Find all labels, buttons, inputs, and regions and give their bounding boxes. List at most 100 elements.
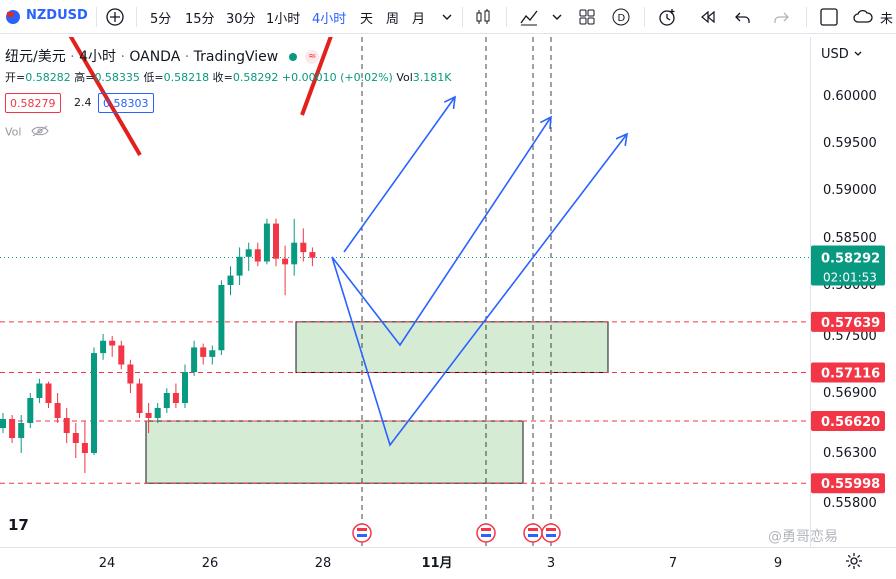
candle[interactable] <box>9 415 16 443</box>
interval-1h[interactable]: 1小时 <box>266 12 301 27</box>
candle[interactable] <box>0 413 6 433</box>
candle[interactable] <box>218 280 225 355</box>
candle[interactable] <box>36 378 43 403</box>
arrow-head-1 <box>443 95 456 110</box>
interval-1d[interactable]: 天 <box>360 12 374 27</box>
price-chart[interactable]: 17 <box>0 37 810 547</box>
sell-price-button[interactable]: 0.58279 <box>5 93 61 113</box>
save-label[interactable]: 未 <box>880 12 894 27</box>
indicators-icon[interactable] <box>518 6 540 28</box>
add-compare-icon[interactable] <box>104 6 126 28</box>
candle[interactable] <box>309 247 316 267</box>
candle-body <box>45 383 52 403</box>
candle-body <box>72 433 79 443</box>
buy-price-button[interactable]: 0.58303 <box>98 93 154 113</box>
candle[interactable] <box>154 403 161 423</box>
flag-stripe <box>546 534 556 537</box>
undo-icon[interactable] <box>732 6 754 28</box>
candle-body <box>282 258 289 265</box>
candle-body <box>136 383 143 413</box>
toolbar-divider <box>806 7 807 27</box>
candle-body <box>273 223 279 259</box>
high-label: 高= <box>74 71 95 84</box>
interval-1w[interactable]: 周 <box>386 12 400 27</box>
chevron-down-icon[interactable] <box>436 6 458 28</box>
candle[interactable] <box>263 218 270 265</box>
candle[interactable] <box>63 408 70 443</box>
interval-1mo[interactable]: 月 <box>412 12 426 27</box>
projection-path-3[interactable] <box>331 133 628 447</box>
candle[interactable] <box>127 359 134 393</box>
candle[interactable] <box>109 336 116 357</box>
candle[interactable] <box>145 403 152 433</box>
eye-off-icon[interactable] <box>31 125 49 140</box>
candle[interactable] <box>273 218 279 267</box>
candle[interactable] <box>45 381 52 408</box>
us-event-icon[interactable] <box>541 523 561 543</box>
candle[interactable] <box>118 340 125 370</box>
chart-legend: 纽元/美元 · 4小时 · OANDA · TradingView ≈ <box>5 46 320 66</box>
legend-pair[interactable]: 纽元/美元 <box>5 49 66 65</box>
candle-body <box>291 242 298 265</box>
candle[interactable] <box>27 393 34 428</box>
interval-15m[interactable]: 15分 <box>185 12 215 27</box>
close-value: 0.58292 <box>232 71 279 84</box>
replay-icon[interactable] <box>696 6 718 28</box>
delayed-data-icon[interactable]: ≈ <box>305 50 320 64</box>
price-axis[interactable]: 0.600000.595000.590000.585000.580000.575… <box>810 37 896 547</box>
candle[interactable] <box>81 421 88 473</box>
us-event-icon[interactable] <box>523 523 543 543</box>
us-event-icon[interactable] <box>352 523 372 543</box>
candle[interactable] <box>291 218 298 276</box>
price-tick-label: 0.59500 <box>823 136 877 151</box>
candle[interactable] <box>163 388 170 413</box>
arrow-head-3 <box>615 132 629 146</box>
time-axis[interactable]: 24 26 28 11月 3 7 9 <box>0 547 896 574</box>
candle[interactable] <box>100 333 107 360</box>
demand-zone-2[interactable] <box>145 420 524 484</box>
toolbar-divider <box>136 7 137 27</box>
candle[interactable] <box>191 340 198 376</box>
toolbar-divider <box>96 7 97 27</box>
projection-path-2[interactable] <box>331 116 552 347</box>
candle[interactable] <box>18 415 25 453</box>
time-tick-label: 28 <box>315 556 332 571</box>
candle[interactable] <box>182 364 188 409</box>
candle[interactable] <box>136 378 143 418</box>
candle[interactable] <box>172 383 179 409</box>
candle[interactable] <box>300 228 307 262</box>
candle-body <box>191 347 198 373</box>
projection-path-1[interactable] <box>343 96 456 253</box>
candle[interactable] <box>91 347 97 455</box>
chevron-down-icon[interactable] <box>546 6 568 28</box>
candle[interactable] <box>54 393 61 423</box>
candle[interactable] <box>245 242 252 271</box>
volume-indicator[interactable]: Vol <box>5 125 49 140</box>
cloud-save-icon[interactable] <box>852 6 874 28</box>
level-price-label: 0.57639 <box>821 316 880 331</box>
settings-gear-icon[interactable] <box>845 552 863 574</box>
candle[interactable] <box>236 247 243 285</box>
layouts-icon[interactable] <box>576 6 598 28</box>
alert-icon[interactable] <box>656 6 678 28</box>
us-event-icon[interactable] <box>476 523 496 543</box>
candle[interactable] <box>200 343 207 365</box>
candle[interactable] <box>282 245 289 296</box>
level-price-label: 0.57116 <box>821 366 880 381</box>
legend-interval[interactable]: 4小时 <box>79 49 116 65</box>
symbol-search-button[interactable]: NZDUSD <box>26 8 88 23</box>
vol-indicator-label: Vol <box>5 125 22 139</box>
candle[interactable] <box>227 266 234 296</box>
candle[interactable] <box>254 242 261 267</box>
interval-4h[interactable]: 4小时 <box>312 12 347 27</box>
data-window-icon[interactable]: D <box>610 6 632 28</box>
candle[interactable] <box>209 345 216 365</box>
candle[interactable] <box>72 423 79 458</box>
currency-selector[interactable]: USD <box>821 47 863 62</box>
interval-5m[interactable]: 5分 <box>150 12 172 27</box>
interval-30m[interactable]: 30分 <box>226 12 256 27</box>
fullscreen-icon[interactable] <box>818 6 840 28</box>
redo-icon[interactable] <box>770 6 792 28</box>
time-tick-label: 9 <box>774 556 782 571</box>
candles-icon[interactable] <box>472 6 494 28</box>
